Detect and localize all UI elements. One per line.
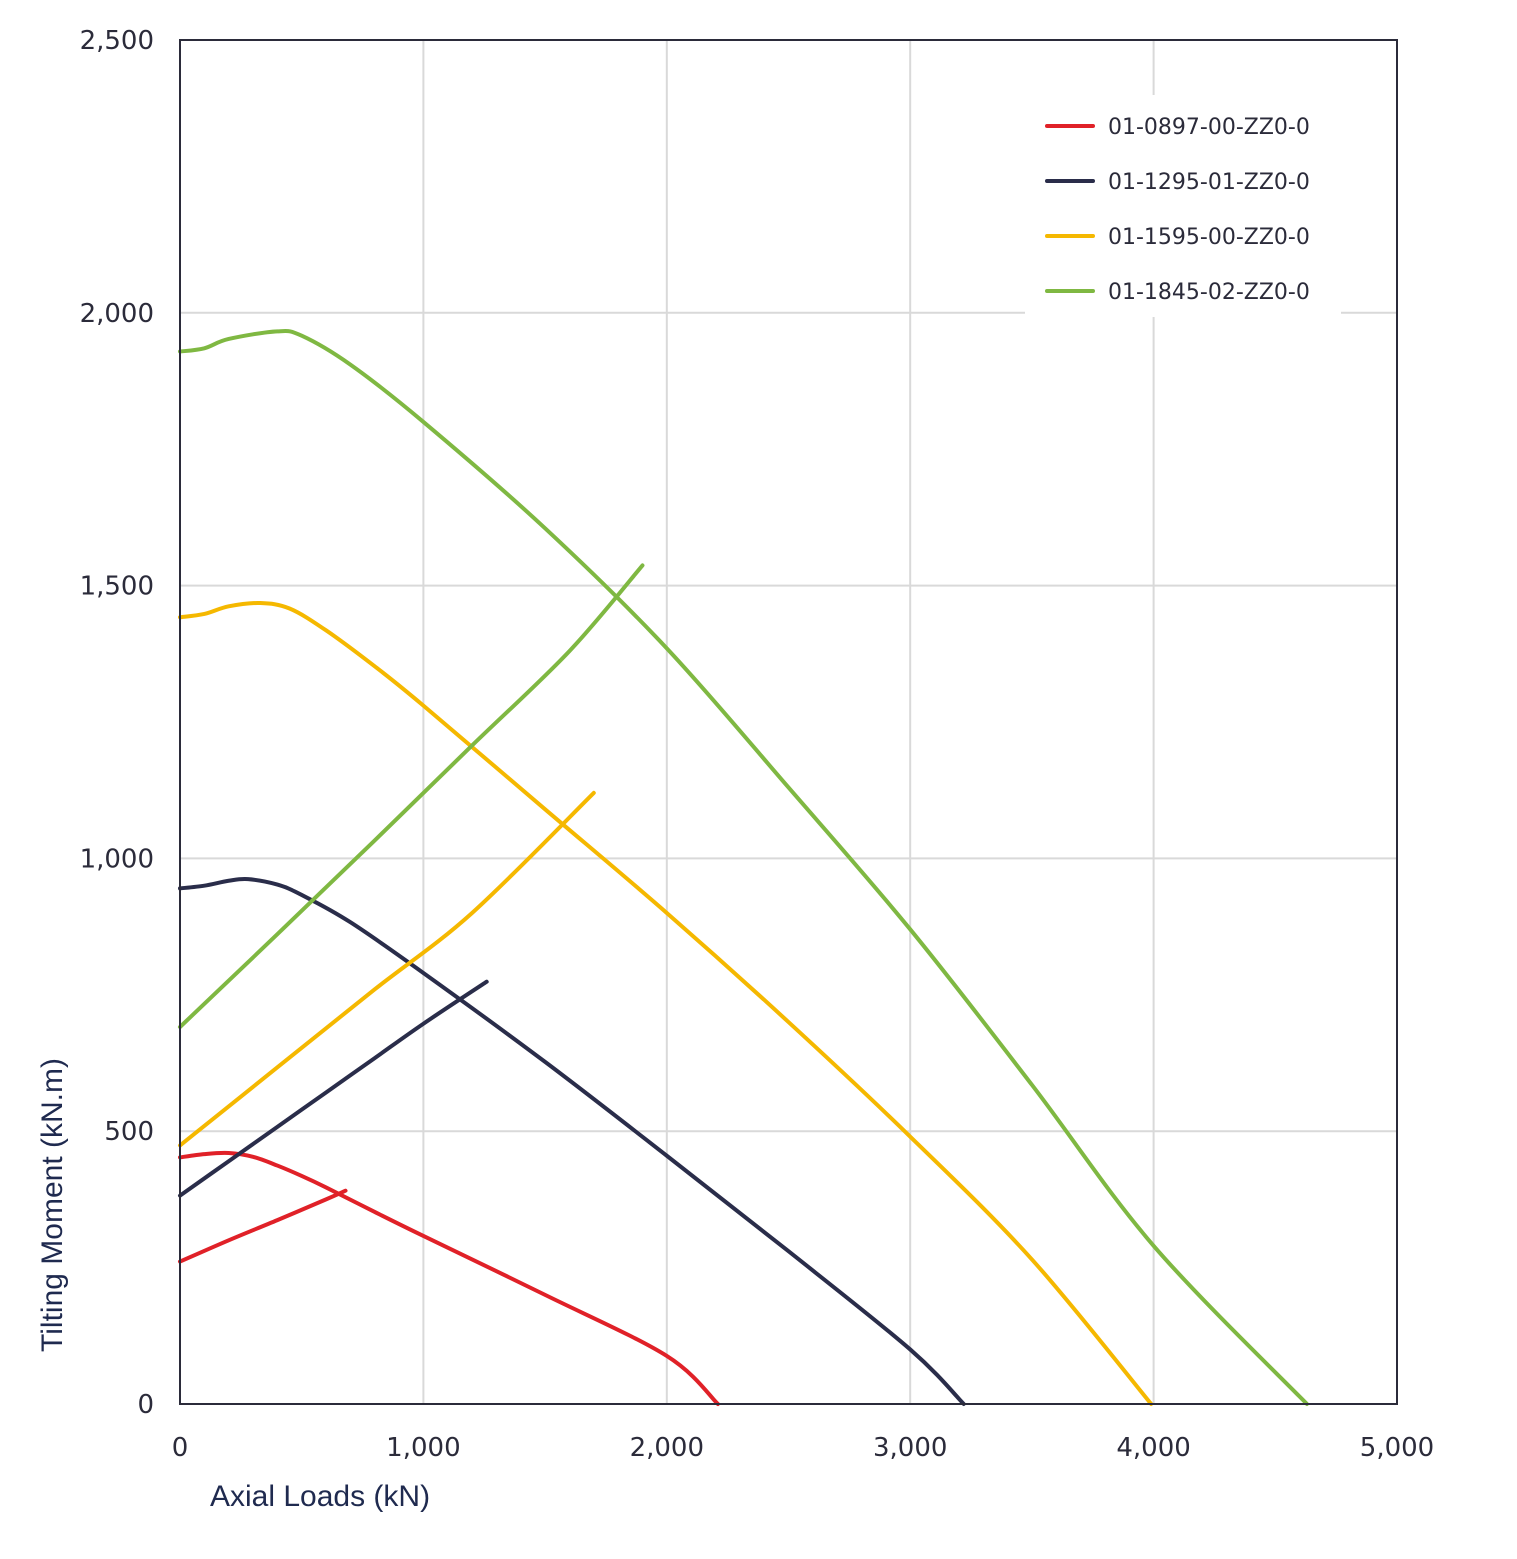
x-tick-label: 3,000 <box>873 1433 947 1463</box>
series-line-01-1595-00-ZZ0-0-ratio <box>178 790 596 1148</box>
tick-labels: 0 1,000 2,000 3,000 4,000 5,000 0 500 1,000 1,500… <box>80 26 1435 1463</box>
y-tick-label: 2,500 <box>80 26 154 56</box>
x-tick-label: 1,000 <box>386 1433 460 1463</box>
x-axis-title: Axial Loads (kN) <box>210 1480 430 1513</box>
y-tick-label: 2,000 <box>80 299 154 329</box>
y-tick-label: 1,500 <box>80 572 154 602</box>
y-tick-label: 1,000 <box>80 844 154 874</box>
series-lines <box>178 329 1309 1406</box>
series-line-01-0897-00-ZZ0-0-limit <box>178 1150 720 1406</box>
legend-label: 01-1595-00-ZZ0-0 <box>1108 225 1310 250</box>
series-line-01-0897-00-ZZ0-0-ratio <box>178 1188 348 1264</box>
x-tick-label: 0 <box>172 1433 189 1463</box>
y-tick-label: 500 <box>104 1117 154 1147</box>
legend-box <box>1025 95 1341 317</box>
y-axis-title: Tilting Moment (kN.m) <box>36 1058 69 1352</box>
x-tick-label: 5,000 <box>1360 1433 1434 1463</box>
legend: 01-0897-00-ZZ0-0 01-1295-01-ZZ0-0 01-1595-… <box>1025 95 1341 317</box>
x-tick-label: 4,000 <box>1116 1433 1190 1463</box>
x-tick-label: 2,000 <box>630 1433 704 1463</box>
plot-frame <box>179 39 1398 1405</box>
legend-label: 01-0897-00-ZZ0-0 <box>1108 115 1310 140</box>
series-line-01-1845-02-ZZ0-0-limit <box>178 329 1309 1406</box>
series-line-01-1595-00-ZZ0-0-limit <box>178 601 1154 1406</box>
legend-label: 01-1295-01-ZZ0-0 <box>1108 170 1310 195</box>
series-line-01-1845-02-ZZ0-0-ratio <box>178 563 645 1029</box>
legend-label: 01-1845-02-ZZ0-0 <box>1108 280 1310 305</box>
series-line-01-1295-01-ZZ0-0-ratio <box>178 979 489 1198</box>
y-tick-label: 0 <box>137 1390 154 1420</box>
series-line-01-1295-01-ZZ0-0-limit <box>178 876 966 1406</box>
